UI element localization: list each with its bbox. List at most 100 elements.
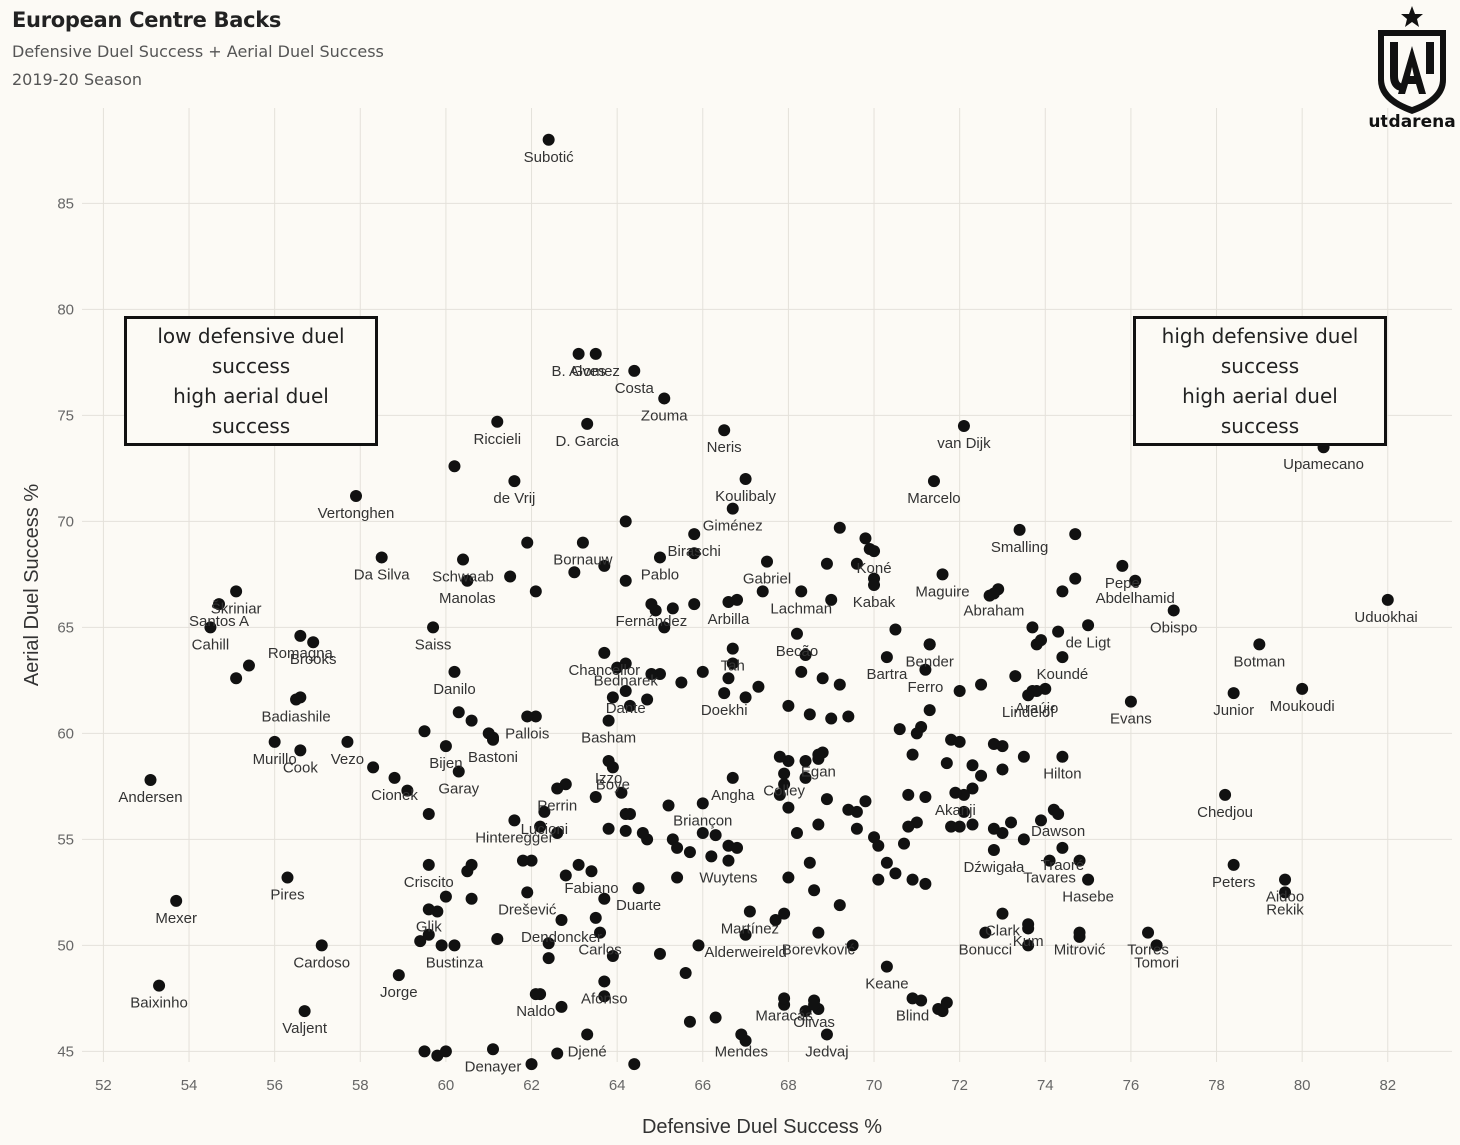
data-point	[979, 926, 992, 939]
data-point	[799, 771, 812, 784]
point-label: Peters	[1212, 874, 1255, 891]
data-point	[987, 587, 1000, 600]
data-point	[880, 651, 893, 664]
data-point	[1124, 695, 1137, 708]
point-label: Wuytens	[699, 870, 757, 887]
data-point	[542, 952, 555, 965]
data-point	[1056, 750, 1069, 763]
point-label: Perrin	[537, 798, 577, 815]
data-point	[401, 784, 414, 797]
data-point	[542, 937, 555, 950]
data-point	[756, 585, 769, 598]
data-point	[940, 757, 953, 770]
data-point	[645, 668, 658, 681]
point-label: van Dijk	[937, 435, 991, 452]
data-point	[1129, 574, 1142, 587]
x-tick-label: 66	[694, 1077, 711, 1094]
data-point	[957, 805, 970, 818]
data-point	[350, 489, 362, 502]
point-label: Lucioni	[521, 821, 569, 838]
data-point	[1167, 604, 1180, 617]
data-point	[598, 646, 611, 659]
data-point	[388, 771, 401, 784]
data-point	[1279, 873, 1292, 886]
point-label: Cardoso	[293, 954, 350, 971]
data-point	[551, 1047, 564, 1060]
point-label: Junior	[1213, 702, 1254, 719]
data-point	[696, 827, 709, 840]
x-tick-label: 82	[1379, 1077, 1396, 1094]
point-label: Afonso	[581, 990, 628, 1007]
data-point	[653, 947, 666, 960]
data-point	[846, 939, 859, 952]
data-point	[653, 668, 666, 681]
point-label: Duarte	[616, 897, 661, 914]
data-point	[718, 424, 731, 437]
point-label: Abraham	[963, 602, 1024, 619]
data-point	[859, 532, 872, 545]
data-point	[636, 827, 649, 840]
point-label: Bornauw	[553, 552, 612, 569]
point-label: Angha	[711, 787, 755, 804]
x-tick-label: 78	[1208, 1077, 1225, 1094]
data-point	[816, 672, 829, 685]
point-label: Bender	[906, 653, 954, 670]
data-point	[538, 805, 551, 818]
data-point	[658, 621, 671, 634]
data-point	[1073, 854, 1086, 867]
x-tick-label: 52	[95, 1077, 112, 1094]
y-tick-label: 75	[57, 407, 74, 424]
point-label: Alderweireld	[704, 944, 787, 961]
data-point	[606, 950, 619, 962]
x-axis-label: Defensive Duel Success %	[642, 1116, 882, 1138]
data-point	[820, 1028, 833, 1041]
data-point	[418, 1045, 431, 1058]
quadrant-note-line: high aerial duel success	[173, 384, 329, 438]
data-point	[868, 579, 881, 591]
data-point	[850, 557, 863, 570]
data-point	[868, 545, 881, 558]
point-label: Clark	[985, 923, 1021, 940]
data-point	[945, 820, 958, 833]
point-label: Zouma	[641, 407, 688, 424]
data-point	[893, 723, 906, 736]
data-point	[448, 460, 461, 473]
data-point	[653, 551, 666, 564]
data-point	[465, 892, 478, 905]
data-point	[957, 420, 970, 432]
data-point	[718, 687, 731, 700]
x-axis-ticks: 52 54 56 58 60 62 64 66 68 70 72 74 76 78 80 82	[95, 1077, 1396, 1094]
point-label: Kabak	[853, 594, 896, 611]
point-label: Moukoudi	[1270, 698, 1335, 715]
data-point	[367, 761, 380, 774]
data-point	[658, 392, 671, 405]
data-point	[452, 706, 465, 719]
data-point	[315, 939, 328, 952]
data-point	[281, 871, 294, 884]
data-point	[833, 678, 846, 691]
point-label: Dendoncker	[521, 929, 602, 946]
point-label: Saiss	[415, 636, 452, 653]
point-label: Traoré	[1041, 857, 1085, 874]
point-label: Akanji	[935, 802, 976, 819]
data-point	[619, 515, 632, 528]
quadrant-note-line: high aerial duel success	[1182, 384, 1338, 438]
x-tick-label: 60	[438, 1077, 455, 1094]
data-point	[923, 638, 936, 651]
point-label: Cahill	[192, 636, 230, 653]
data-point	[487, 1043, 499, 1056]
data-point	[688, 547, 701, 560]
quadrant-note-top-left: low defensive duel success high aerial d…	[124, 316, 378, 446]
data-point	[996, 763, 1009, 776]
data-point	[825, 593, 838, 606]
data-point	[778, 778, 791, 791]
point-label: Bartra	[866, 666, 908, 683]
data-point	[705, 850, 718, 863]
data-point	[683, 1015, 696, 1028]
data-point	[880, 960, 893, 973]
point-label: Obispo	[1150, 619, 1198, 636]
point-label: D. Garcia	[556, 433, 620, 450]
point-label: Doekhi	[701, 702, 748, 719]
data-point	[294, 744, 307, 757]
data-point	[761, 555, 773, 568]
